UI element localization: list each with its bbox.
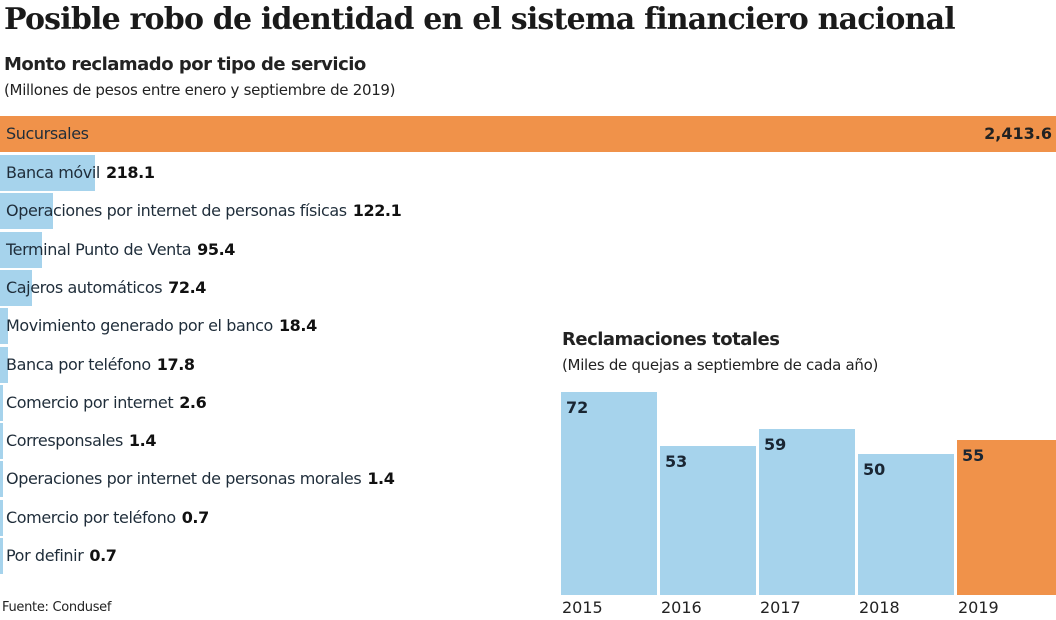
value-label: 2,413.6 xyxy=(984,124,1052,143)
value-label: 0.7 xyxy=(181,507,210,527)
left-chart-subtitle: (Millones de pesos entre enero y septiem… xyxy=(4,81,396,99)
year-label: 2019 xyxy=(958,598,999,617)
value-label: 55 xyxy=(962,445,985,465)
bar xyxy=(0,346,8,383)
bar-label: Terminal Punto de Venta 95.4 xyxy=(6,240,235,259)
bar xyxy=(759,428,855,595)
bar xyxy=(0,155,96,191)
category-label: Comercio por teléfono xyxy=(6,507,176,527)
page-title: Posible robo de identidad en el sistema … xyxy=(4,2,956,37)
value-label: 0.7 xyxy=(89,546,117,565)
bar-row: Banca móvil 218.1 xyxy=(0,155,1056,191)
bar-label: Operaciones por internet de personas fís… xyxy=(6,201,402,221)
bar xyxy=(0,538,3,574)
value-label: 18.4 xyxy=(278,316,317,336)
value-label: 1.4 xyxy=(367,469,395,489)
value-label: 72 xyxy=(566,398,589,417)
bar-row: Cajeros automáticos 72.4 xyxy=(0,269,1056,306)
value-label: 2.6 xyxy=(179,392,207,412)
year-label: 2018 xyxy=(859,598,900,617)
bar-row: Comercio por internet 2.6 xyxy=(0,384,1056,421)
bar xyxy=(0,231,42,268)
value-label: 72.4 xyxy=(168,277,207,297)
category-label: Terminal Punto de Venta xyxy=(6,239,192,259)
category-label: Banca por teléfono xyxy=(6,354,151,374)
bar-label: Comercio por internet 2.6 xyxy=(6,392,207,412)
bar-label: Sucursales xyxy=(6,124,89,143)
value-label: 1.4 xyxy=(128,431,157,451)
year-label: 2015 xyxy=(562,598,603,617)
bar-label: Banca por teléfono 17.8 xyxy=(6,355,195,374)
value-label: 53 xyxy=(665,451,688,471)
right-chart-subtitle: (Miles de quejas a septiembre de cada añ… xyxy=(562,356,878,374)
year-label: 2017 xyxy=(760,598,801,617)
bar xyxy=(561,392,657,595)
value-label: 218.1 xyxy=(105,163,155,182)
bar xyxy=(0,461,3,498)
value-label: 59 xyxy=(764,434,787,454)
bar-row: Terminal Punto de Venta 95.4 xyxy=(0,231,1056,268)
bar xyxy=(0,499,3,536)
bar-row: Corresponsales 1.4 xyxy=(0,423,1056,460)
year-label: 2016 xyxy=(661,598,702,617)
bar xyxy=(0,193,54,230)
category-label: Operaciones por internet de personas mor… xyxy=(6,469,362,489)
bar-row: Movimiento generado por el banco 18.4 xyxy=(0,308,1056,345)
bar xyxy=(0,308,9,345)
category-label: Movimiento generado por el banco xyxy=(6,316,273,336)
bar-label: Comercio por teléfono 0.7 xyxy=(6,508,209,527)
value-label: 95.4 xyxy=(197,239,236,259)
bar-label: Operaciones por internet de personas mor… xyxy=(6,469,395,489)
bar-row: Operaciones por internet de personas mor… xyxy=(0,461,1056,498)
bar xyxy=(660,445,756,595)
source-note: Fuente: Condusef xyxy=(2,600,112,615)
bar-row: Banca por teléfono 17.8 xyxy=(0,346,1056,383)
bar xyxy=(0,384,3,421)
bar xyxy=(0,116,1056,152)
value-label: 50 xyxy=(863,460,886,480)
bar-row: Por definir 0.7 xyxy=(0,538,1056,574)
bar-label: Banca móvil 218.1 xyxy=(6,163,155,182)
bar xyxy=(858,454,954,595)
category-label: Corresponsales xyxy=(6,431,123,451)
left-chart-title: Monto reclamado por tipo de servicio xyxy=(4,54,366,75)
bar xyxy=(0,269,32,306)
category-label: Sucursales xyxy=(6,124,89,143)
category-label: Banca móvil xyxy=(6,163,100,182)
bar xyxy=(957,439,1056,595)
bar xyxy=(0,423,3,460)
right-chart-title: Reclamaciones totales xyxy=(562,329,780,350)
bar-row: Operaciones por internet de personas fís… xyxy=(0,193,1056,230)
category-label: Operaciones por internet de personas fís… xyxy=(6,201,347,221)
value-label: 17.8 xyxy=(156,354,195,374)
category-label: Comercio por internet xyxy=(6,392,174,412)
bar-label: Corresponsales 1.4 xyxy=(6,431,156,450)
value-label: 122.1 xyxy=(352,201,402,221)
bar-label: Movimiento generado por el banco 18.4 xyxy=(6,316,317,335)
bar-row: Comercio por teléfono 0.7 xyxy=(0,499,1056,536)
bar-row: Sucursales 2,413.6 xyxy=(0,116,1056,152)
category-label: Cajeros automáticos xyxy=(6,277,163,297)
category-label: Por definir xyxy=(6,546,84,565)
bar-label: Por definir 0.7 xyxy=(6,546,117,565)
bar-label: Cajeros automáticos 72.4 xyxy=(6,278,206,297)
